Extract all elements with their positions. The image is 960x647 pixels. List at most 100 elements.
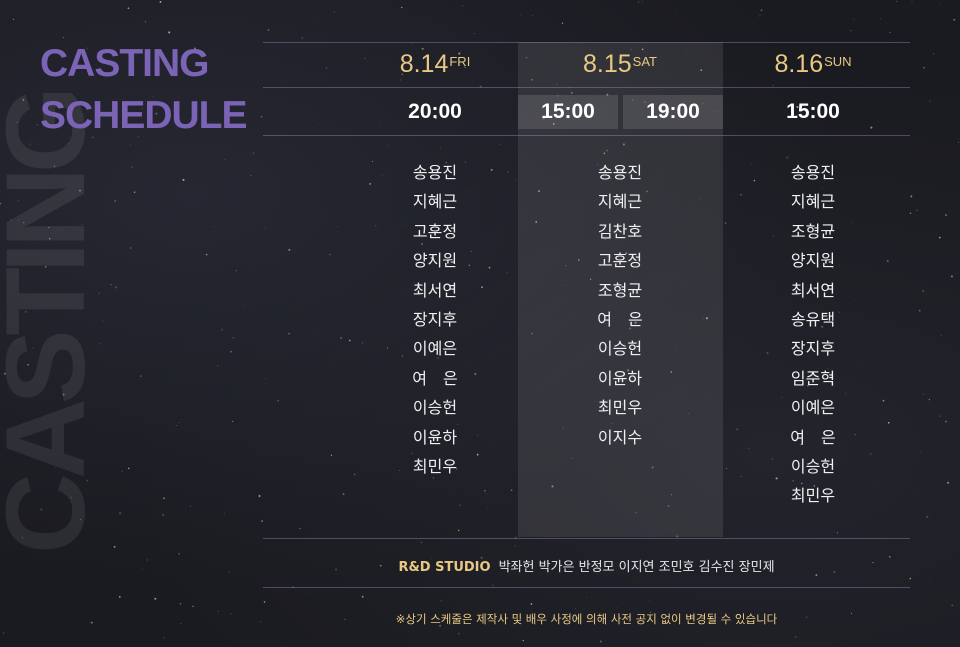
star: [522, 639, 525, 642]
star: [62, 37, 64, 39]
cast-member: 이승헌: [790, 457, 836, 477]
star: [919, 452, 921, 454]
star: [301, 36, 304, 39]
star: [650, 611, 651, 613]
star: [277, 400, 279, 402]
star: [232, 420, 234, 422]
star: [399, 350, 401, 351]
star: [402, 291, 404, 293]
star: [806, 616, 808, 618]
star: [224, 158, 226, 160]
time-8-15-1900: 19:00: [623, 95, 723, 129]
star: [425, 327, 426, 328]
cast-member: 고훈정: [597, 251, 643, 271]
star: [178, 553, 180, 555]
star: [142, 107, 143, 109]
cast-member: 양지원: [412, 251, 458, 271]
cast-member: 이지수: [597, 427, 643, 447]
star: [337, 226, 338, 227]
star: [318, 123, 319, 124]
star: [191, 340, 193, 342]
star: [344, 618, 346, 621]
studio-credits: R&D STUDIO 박좌헌 박가은 반정모 이지연 조민호 김수진 장민제: [263, 556, 910, 575]
date-header-8-14: 8.14FRI: [385, 44, 485, 84]
star: [449, 284, 452, 286]
star: [267, 29, 270, 31]
star: [73, 569, 75, 571]
cast-member: 최서연: [412, 280, 458, 300]
star: [62, 393, 65, 396]
star: [800, 443, 802, 446]
time-8-14-2000: 20:00: [408, 100, 462, 123]
star: [929, 100, 931, 102]
star: [243, 306, 244, 308]
star: [412, 43, 413, 44]
star: [611, 423, 612, 425]
star: [121, 470, 124, 473]
star: [81, 223, 83, 225]
cast-member: 여 은: [412, 368, 458, 388]
star: [484, 490, 486, 492]
star: [197, 458, 199, 459]
star: [173, 109, 176, 112]
star: [606, 149, 609, 152]
star: [91, 136, 94, 139]
star: [577, 259, 580, 261]
star: [939, 415, 941, 417]
star: [470, 362, 472, 364]
cast-list-8-16: 송용진 지혜근 조형균 양지원 최서연 송유택 장지후 임준혁 이예은 여 은 이승헌 최민우: [763, 158, 863, 511]
star: [178, 422, 180, 424]
star: [939, 3, 941, 4]
title-line-casting: CASTING: [40, 42, 209, 85]
star: [252, 152, 255, 154]
star: [36, 123, 39, 126]
star: [243, 63, 245, 65]
date-value: 8.15: [583, 50, 632, 78]
star: [21, 537, 23, 539]
star: [228, 571, 230, 573]
star: [745, 169, 747, 170]
star: [838, 311, 841, 314]
star: [953, 18, 956, 21]
star: [922, 393, 924, 395]
star: [937, 635, 939, 637]
star: [16, 121, 18, 124]
date-value: 8.14: [399, 50, 449, 78]
star: [129, 247, 132, 249]
star: [854, 434, 856, 436]
star: [827, 368, 829, 369]
star: [24, 310, 27, 313]
star: [436, 356, 440, 360]
star: [152, 96, 154, 98]
star: [114, 200, 116, 202]
star: [4, 372, 6, 375]
star: [562, 285, 563, 286]
star: [740, 194, 742, 196]
star: [525, 56, 528, 59]
star: [947, 481, 950, 484]
star: [445, 161, 448, 164]
cast-member: 여 은: [597, 310, 643, 330]
star: [10, 219, 13, 221]
star: [676, 535, 679, 538]
star: [410, 452, 413, 455]
star: [457, 529, 460, 532]
star: [333, 11, 335, 13]
star: [292, 586, 294, 589]
star: [551, 485, 554, 488]
star: [23, 221, 25, 224]
star: [61, 229, 62, 231]
star: [375, 225, 377, 227]
star: [604, 239, 606, 241]
cast-member: 여 은: [790, 427, 836, 447]
star: [852, 222, 854, 224]
star: [763, 447, 765, 449]
star: [216, 365, 219, 367]
star: [598, 55, 600, 57]
star: [634, 321, 637, 324]
star: [909, 577, 912, 580]
star: [440, 148, 441, 150]
star: [459, 504, 461, 506]
star: [713, 110, 716, 113]
